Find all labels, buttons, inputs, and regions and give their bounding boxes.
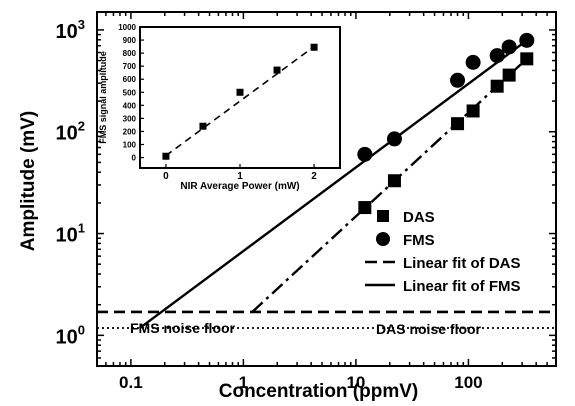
x-tick-label: 100 [454,373,482,392]
inset-point [162,152,170,160]
inset-point [273,66,281,74]
y-tick-base: 10 [56,21,78,43]
inset-x-tick-label: 1 [237,171,243,182]
das-point [490,79,504,93]
inset-y-tick-label: 600 [123,75,137,84]
das-noise-floor-label: DAS noise floor [376,321,482,337]
y-tick-label: 101 [56,221,85,247]
y-tick-base: 10 [56,225,78,247]
fms-fit-line [139,39,528,329]
inset-point [236,88,244,96]
fms-point [357,146,373,162]
legend-fms-label: FMS [403,232,435,249]
fms-point [501,39,517,55]
fms-point [465,54,481,70]
y-tick-base: 10 [56,123,78,145]
inset-y-tick-label: 1000 [118,23,136,32]
x-axis-label: Concentration (ppmV) [219,381,419,402]
legend-das-marker [377,210,389,222]
fms-point [386,131,402,147]
das-point [387,174,401,188]
y-tick-exp: 0 [78,322,85,337]
y-tick-base: 10 [56,326,78,348]
inset-point [310,43,318,51]
fms-point [519,32,535,48]
inset-fit-line [165,45,315,157]
das-fit-line [251,57,528,313]
inset-y-tick-label: 200 [123,127,137,136]
x-tick-label: 0.1 [119,373,143,392]
inset-y-tick-label: 700 [123,62,137,71]
inset-point [199,122,207,130]
legend-das-fit-label: Linear fit of DAS [403,255,521,272]
y-axis-label: Amplitude (mV) [18,111,39,251]
x-tick-label: 10 [346,373,365,392]
inset-y-tick-label: 500 [123,88,137,97]
inset-y-tick-label: 800 [123,49,137,58]
inset-x-tick-label: 2 [311,171,317,182]
inset-x-axis-label: NIR Average Power (mW) [180,181,299,192]
inset-y-tick-label: 400 [123,101,137,110]
y-tick-label: 102 [56,119,85,145]
x-tick-label: 1 [239,373,248,392]
fms-point [489,48,505,64]
legend-fms-marker [376,232,390,246]
inset-y-tick-label: 900 [123,36,137,45]
y-tick-label: 103 [56,17,85,43]
das-point [466,104,480,118]
plot-frame [96,11,557,367]
y-tick-label: 100 [56,322,85,348]
inset-y-tick-label: 0 [132,154,137,163]
das-point [502,68,516,82]
das-point [520,52,534,66]
inset-y-tick-label: 100 [123,141,137,150]
inset-y-axis-label: FMS signal amplitude [98,51,108,144]
y-tick-exp: 3 [78,17,85,32]
das-point [358,201,372,215]
y-tick-exp: 2 [78,119,85,134]
fms-point [450,72,466,88]
legend-das-label: DAS [403,209,435,226]
legend-fms-fit-label: Linear fit of FMS [403,278,521,295]
inset-frame [139,26,341,169]
fms-noise-floor-label: FMS noise floor [130,320,236,336]
inset-plot: 0 1 2 0 100 200 300 400 500 600 700 800 900 1000 NIR A… [98,23,341,192]
inset-y-tick-label: 300 [123,114,137,123]
das-point [451,117,465,131]
inset-x-tick-label: 0 [163,171,169,182]
y-tick-exp: 1 [78,221,85,236]
